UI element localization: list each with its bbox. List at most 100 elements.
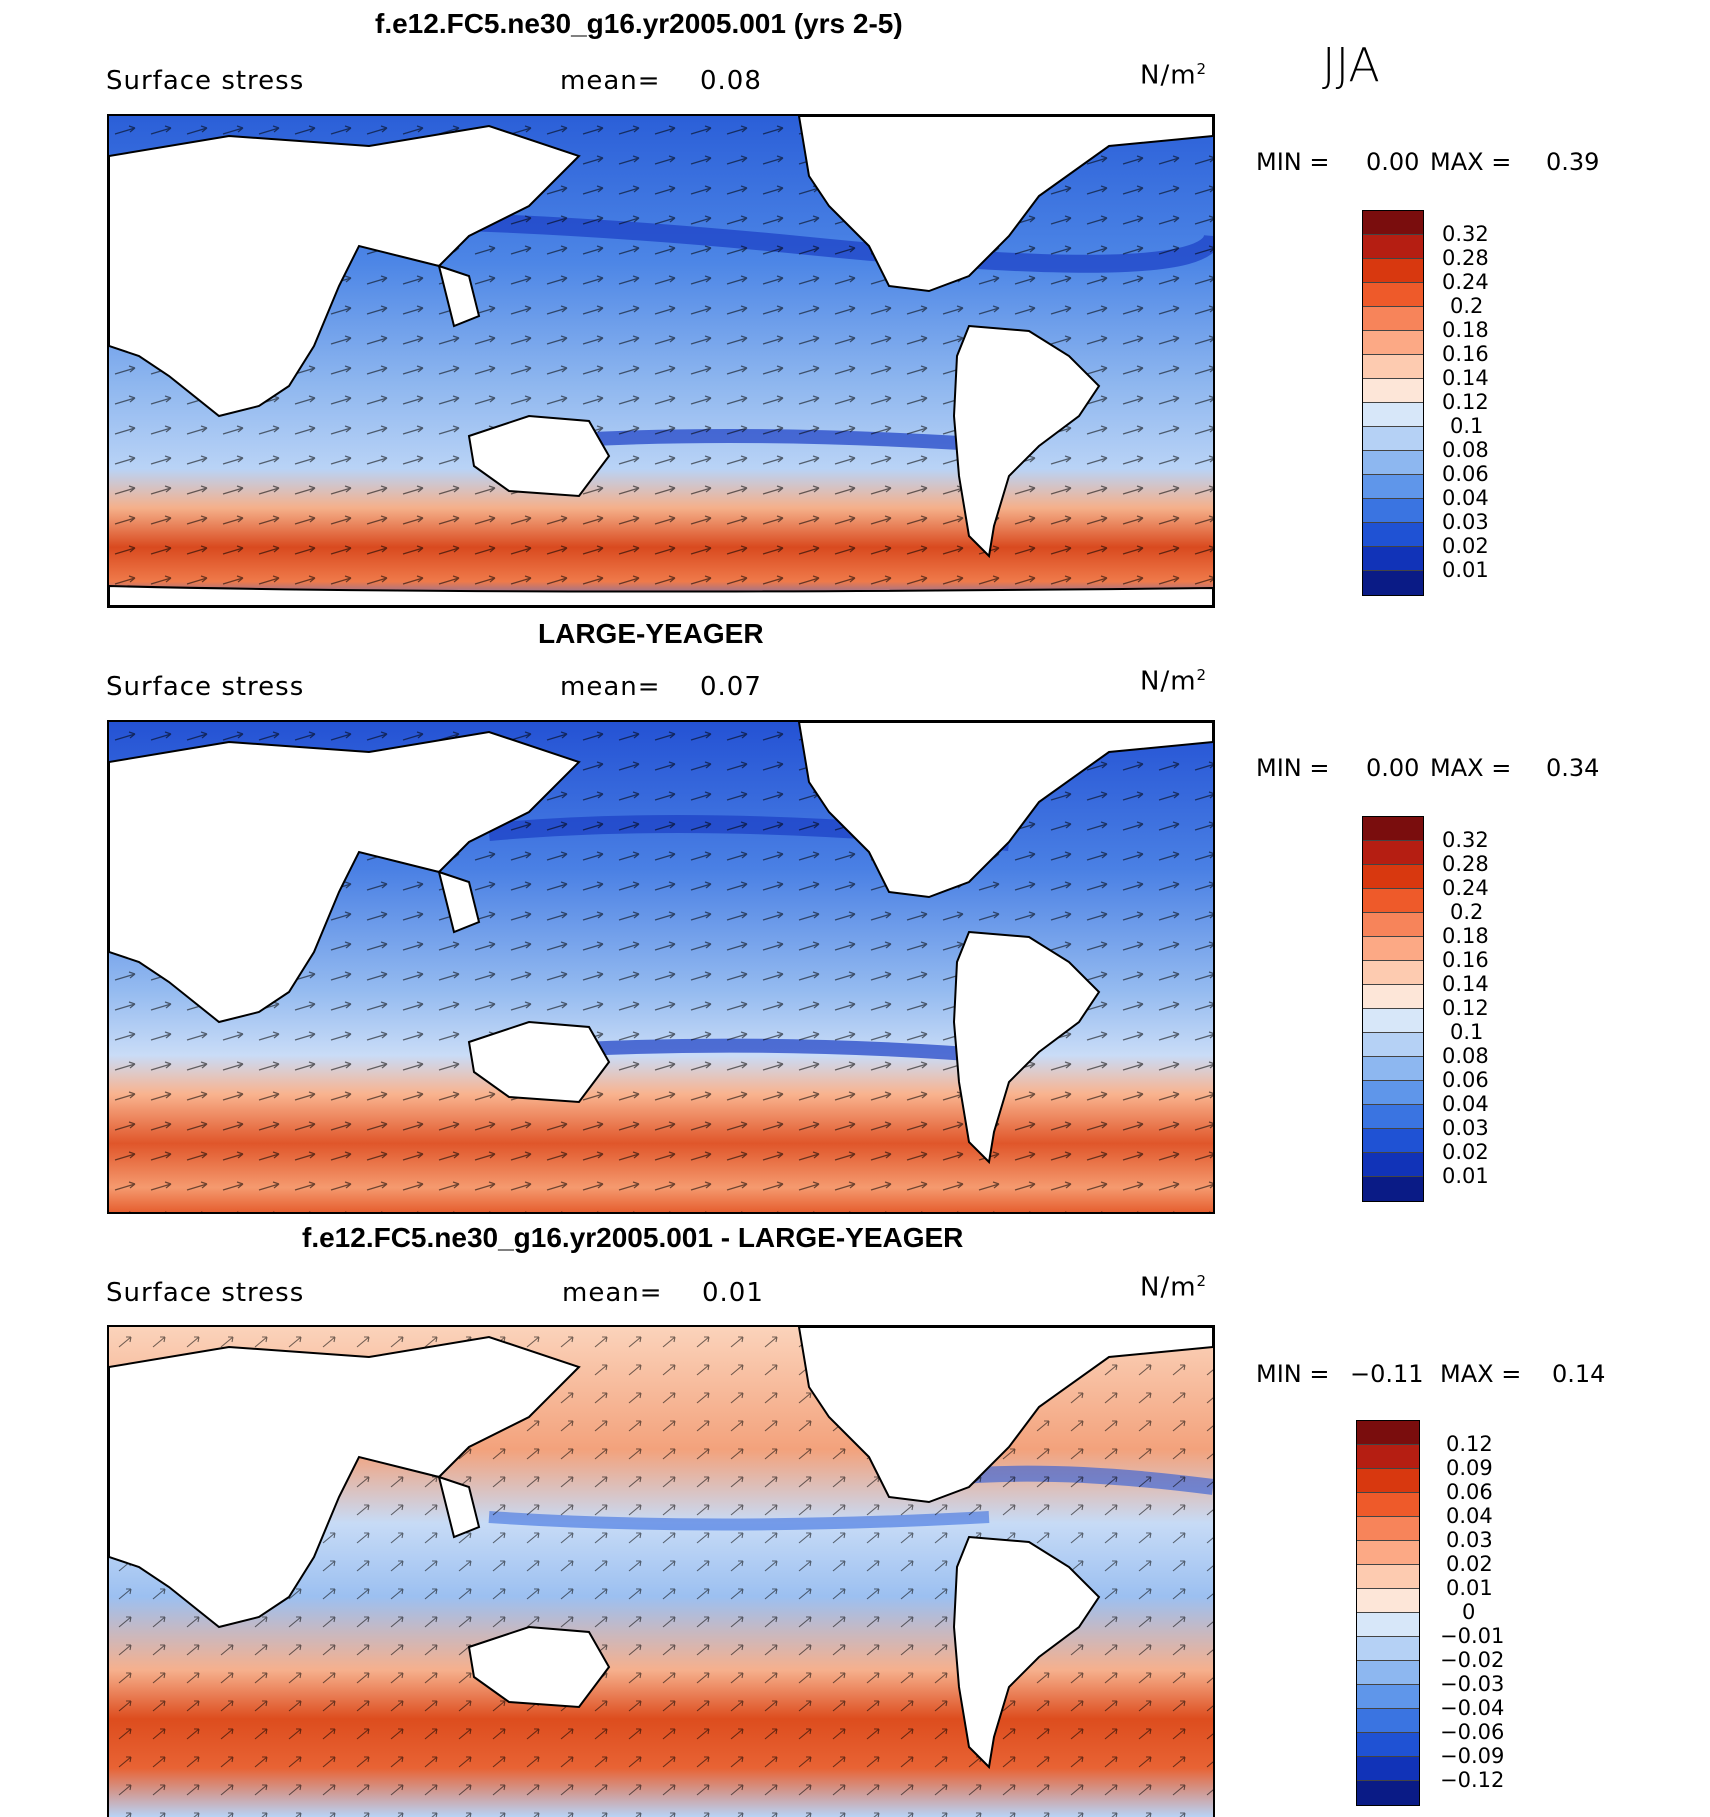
colorbar-swatch (1363, 1129, 1423, 1153)
colorbar-swatch (1363, 865, 1423, 889)
colorbar-swatch (1363, 403, 1423, 427)
colorbar-swatch (1363, 283, 1423, 307)
colorbar-swatch (1363, 475, 1423, 499)
season-label: JJA (1322, 38, 1380, 92)
panel1-tick: 0.24 (1442, 270, 1489, 294)
panel1-tick: 0.06 (1442, 462, 1489, 486)
colorbar-swatch (1363, 235, 1423, 259)
colorbar-swatch (1363, 379, 1423, 403)
panel2-tick: 0.24 (1442, 876, 1489, 900)
panel3-min-label: MIN = (1256, 1360, 1330, 1388)
panel3-title: f.e12.FC5.ne30_g16.yr2005.001 - LARGE-YE… (302, 1222, 964, 1253)
panel2-tick: 0.12 (1442, 996, 1489, 1020)
panel3-tick: 0.12 (1446, 1432, 1493, 1456)
panel1-tick: 0.32 (1442, 222, 1489, 246)
panel3-tick: 0.06 (1446, 1480, 1493, 1504)
panel2-mean-label: mean= (560, 672, 661, 702)
colorbar-swatch (1357, 1589, 1419, 1613)
colorbar-swatch (1357, 1541, 1419, 1565)
panel2-min-value: 0.00 (1366, 754, 1420, 782)
colorbar-swatch (1363, 937, 1423, 961)
panel3-tick: −0.06 (1440, 1720, 1505, 1744)
panel1-tick: 0.02 (1442, 534, 1489, 558)
panel3-tick: −0.02 (1440, 1648, 1505, 1672)
panel2-tick: 0.01 (1442, 1164, 1489, 1188)
colorbar-swatch (1357, 1445, 1419, 1469)
colorbar-swatch (1363, 1009, 1423, 1033)
panel2-tick: 0.2 (1450, 900, 1484, 924)
colorbar-swatch (1363, 1081, 1423, 1105)
colorbar-swatch (1363, 1033, 1423, 1057)
panel1-title: f.e12.FC5.ne30_g16.yr2005.001 (yrs 2-5) (375, 8, 903, 39)
panel2-max-label: MAX = (1430, 754, 1512, 782)
panel3-tick: −0.09 (1440, 1744, 1505, 1768)
panel2-tick: 0.06 (1442, 1068, 1489, 1092)
panel2-tick: 0.02 (1442, 1140, 1489, 1164)
colorbar-swatch (1363, 961, 1423, 985)
panel3-max-value: 0.14 (1552, 1360, 1606, 1388)
panel2-min-label: MIN = (1256, 754, 1330, 782)
colorbar-swatch (1363, 889, 1423, 913)
panel1-max-label: MAX = (1430, 148, 1512, 176)
colorbar-swatch (1363, 331, 1423, 355)
panel1-max-value: 0.39 (1546, 148, 1600, 176)
panel3-tick: 0.01 (1446, 1576, 1493, 1600)
panel3-tick: −0.01 (1440, 1624, 1505, 1648)
colorbar-swatch (1357, 1781, 1419, 1805)
panel3-tick: −0.04 (1440, 1696, 1505, 1720)
panel3-mean-value: 0.01 (702, 1278, 764, 1308)
panel2-tick: 0.28 (1442, 852, 1489, 876)
panel2-colorbar (1362, 816, 1424, 1202)
colorbar-swatch (1363, 523, 1423, 547)
colorbar-swatch (1363, 499, 1423, 523)
panel2-tick: 0.32 (1442, 828, 1489, 852)
panel2-tick: 0.03 (1442, 1116, 1489, 1140)
colorbar-swatch (1363, 451, 1423, 475)
panel2-title: LARGE-YEAGER (538, 618, 764, 649)
colorbar-swatch (1357, 1733, 1419, 1757)
panel2-mean-value: 0.07 (700, 672, 762, 702)
colorbar-swatch (1357, 1493, 1419, 1517)
panel2-tick: 0.16 (1442, 948, 1489, 972)
colorbar-swatch (1363, 571, 1423, 595)
panel3-tick: 0.02 (1446, 1552, 1493, 1576)
panel3-tick: 0.04 (1446, 1504, 1493, 1528)
colorbar-swatch (1363, 817, 1423, 841)
panel1-tick: 0.12 (1442, 390, 1489, 414)
colorbar-swatch (1357, 1613, 1419, 1637)
colorbar-swatch (1357, 1709, 1419, 1733)
colorbar-swatch (1363, 1153, 1423, 1177)
panel3-min-value: −0.11 (1350, 1360, 1424, 1388)
panel1-tick: 0.1 (1450, 414, 1484, 438)
colorbar-swatch (1363, 355, 1423, 379)
panel3-mean-label: mean= (562, 1278, 663, 1308)
panel3-colorbar (1356, 1420, 1420, 1806)
panel1-tick: 0.2 (1450, 294, 1484, 318)
colorbar-swatch (1363, 841, 1423, 865)
colorbar-swatch (1357, 1757, 1419, 1781)
colorbar-swatch (1363, 1177, 1423, 1201)
panel3-units: N/m2 (1140, 1272, 1208, 1303)
panel2-map-svg (109, 722, 1213, 1212)
panel1-tick: 0.08 (1442, 438, 1489, 462)
panel2-tick: 0.14 (1442, 972, 1489, 996)
panel1-tick: 0.01 (1442, 558, 1489, 582)
colorbar-swatch (1357, 1517, 1419, 1541)
panel1-tick: 0.16 (1442, 342, 1489, 366)
panel1-tick: 0.14 (1442, 366, 1489, 390)
panel3-tick: −0.12 (1440, 1768, 1505, 1792)
colorbar-swatch (1363, 211, 1423, 235)
panel3-tick: −0.03 (1440, 1672, 1505, 1696)
colorbar-swatch (1357, 1661, 1419, 1685)
colorbar-swatch (1363, 1105, 1423, 1129)
colorbar-swatch (1363, 1057, 1423, 1081)
panel2-variable: Surface stress (106, 672, 305, 702)
panel1-min-value: 0.00 (1366, 148, 1420, 176)
panel2-units: N/m2 (1140, 666, 1208, 697)
panel1-tick: 0.18 (1442, 318, 1489, 342)
panel3-map (107, 1325, 1215, 1817)
panel1-colorbar (1362, 210, 1424, 596)
colorbar-swatch (1357, 1637, 1419, 1661)
colorbar-swatch (1363, 307, 1423, 331)
colorbar-swatch (1357, 1565, 1419, 1589)
